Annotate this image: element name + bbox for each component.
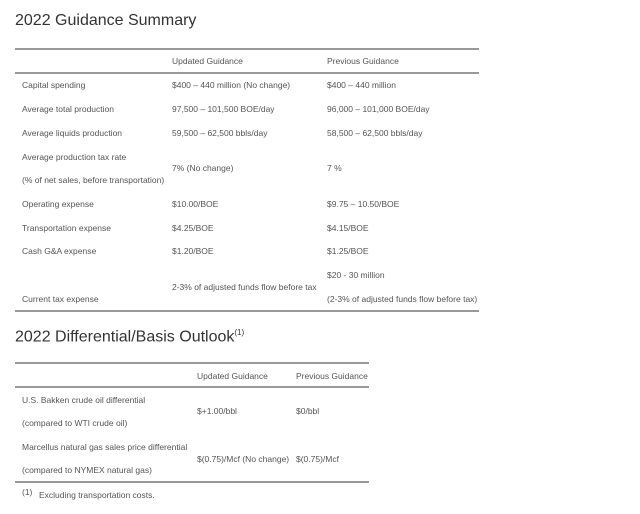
- row-previous: $4.15/BOE: [327, 223, 369, 233]
- header-previous: Previous Guidance: [296, 371, 368, 381]
- header-rule: [15, 72, 479, 74]
- row-updated: 7% (No change): [172, 163, 234, 173]
- differential-title: 2022 Differential/Basis Outlook(1): [15, 328, 244, 346]
- header-rule: [15, 386, 369, 388]
- row-updated: $400 – 440 million (No change): [172, 80, 291, 90]
- row-previous: 7 %: [327, 163, 342, 173]
- title-text: 2022 Differential/Basis Outlook: [15, 328, 235, 346]
- row-sublabel: (compared to NYMEX natural gas): [22, 465, 152, 475]
- footnote-marker: (1): [22, 487, 33, 497]
- row-updated: $10.00/BOE: [172, 199, 219, 209]
- row-previous-sub: (2-3% of adjusted funds flow before tax): [327, 294, 478, 304]
- row-previous: $(0.75)/Mcf: [296, 454, 339, 464]
- header-previous: Previous Guidance: [327, 56, 399, 66]
- row-sublabel: (% of net sales, before transportation): [22, 175, 165, 185]
- row-previous: $9.75 – 10.50/BOE: [327, 199, 400, 209]
- row-previous: $20 - 30 million: [327, 270, 385, 280]
- row-updated: 2-3% of adjusted funds flow before tax: [172, 282, 317, 292]
- row-previous: $1.25/BOE: [327, 246, 369, 256]
- row-previous: 96,000 – 101,000 BOE/day: [327, 104, 430, 114]
- table-top-rule: [15, 362, 369, 364]
- row-updated: 97,500 – 101,500 BOE/day: [172, 104, 275, 114]
- row-label: Transportation expense: [22, 223, 111, 233]
- row-label: Average production tax rate: [22, 152, 127, 162]
- row-label: Marcellus natural gas sales price differ…: [22, 442, 188, 452]
- title-footnote-marker: (1): [234, 328, 245, 337]
- table-bottom-rule: [15, 481, 369, 483]
- row-updated: $4.25/BOE: [172, 223, 214, 233]
- table-bottom-rule: [15, 310, 479, 312]
- row-label: Current tax expense: [22, 294, 99, 304]
- row-label: Cash G&A expense: [22, 246, 97, 256]
- row-sublabel: (compared to WTI crude oil): [22, 418, 128, 428]
- row-updated: $+1.00/bbl: [197, 406, 237, 416]
- row-label: Operating expense: [22, 199, 94, 209]
- header-updated: Updated Guidance: [197, 371, 268, 381]
- row-label: U.S. Bakken crude oil differential: [22, 395, 146, 405]
- row-label: Average total production: [22, 104, 114, 114]
- header-updated: Updated Guidance: [172, 56, 243, 66]
- row-updated: $(0.75)/Mcf (No change): [197, 454, 290, 464]
- row-updated: 59,500 – 62,500 bbls/day: [172, 128, 268, 138]
- row-label: Average liquids production: [22, 128, 123, 138]
- row-previous: $400 – 440 million: [327, 80, 396, 90]
- row-updated: $1.20/BOE: [172, 246, 214, 256]
- row-previous: $0/bbl: [296, 406, 320, 416]
- footnote-text: Excluding transportation costs.: [39, 490, 155, 500]
- row-previous: 58,500 – 62,500 bbls/day: [327, 128, 423, 138]
- guidance-title: 2022 Guidance Summary: [15, 12, 197, 29]
- row-label: Capital spending: [22, 80, 86, 90]
- table-top-rule: [15, 48, 479, 50]
